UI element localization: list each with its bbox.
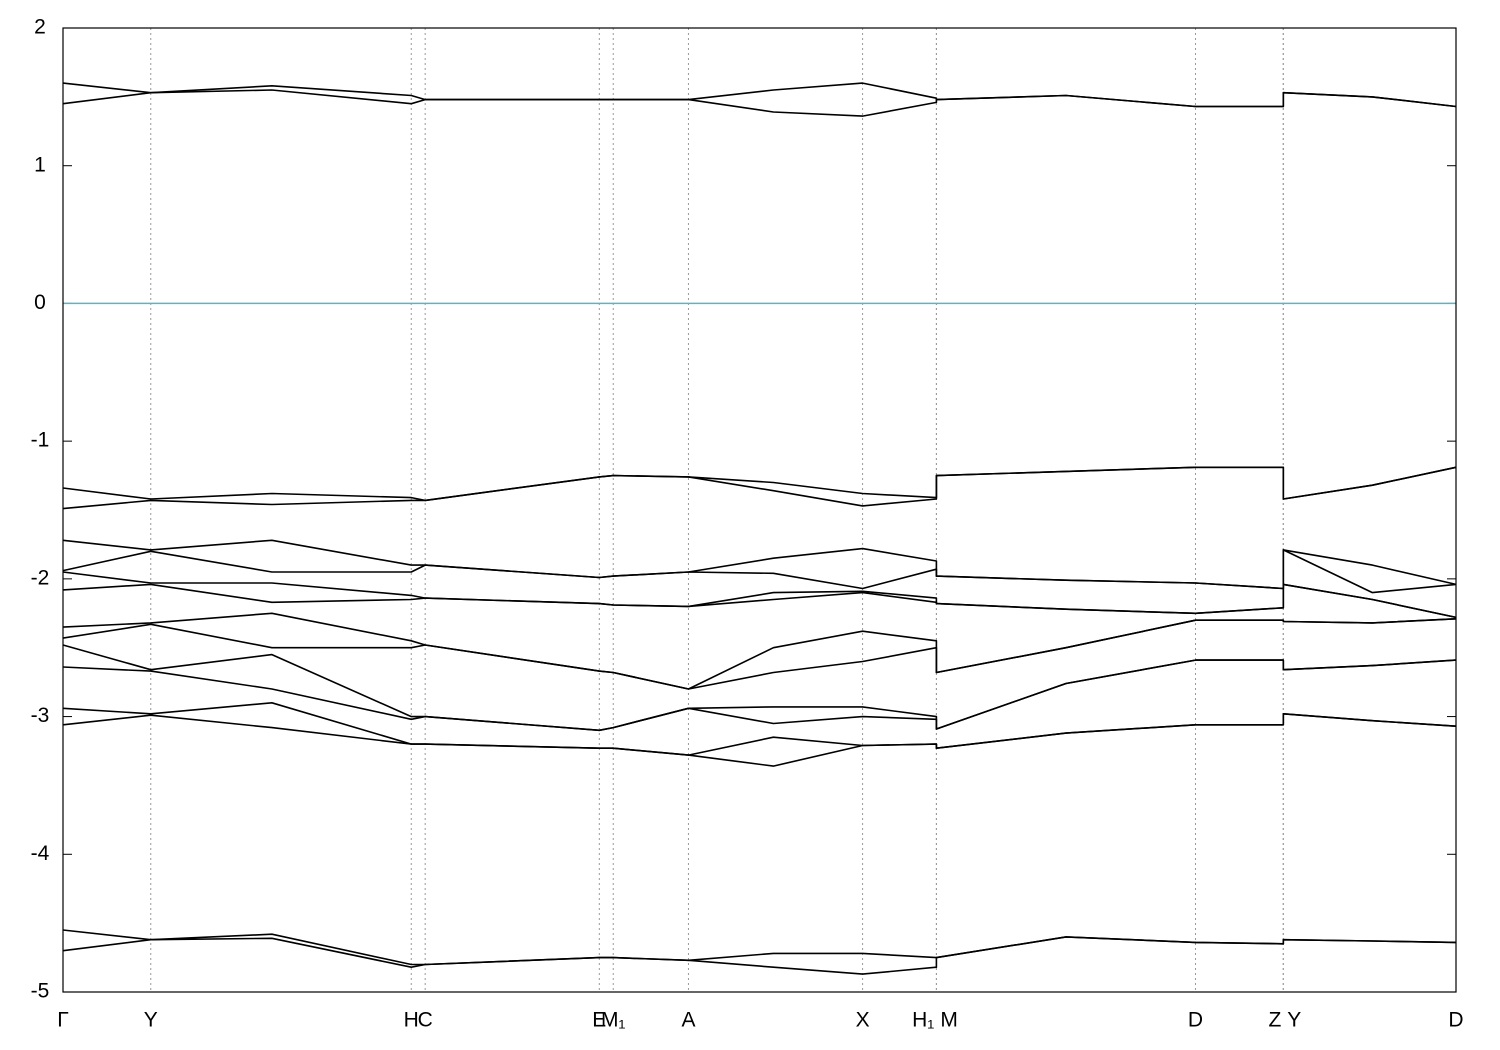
band-line	[62, 644, 1457, 732]
band-line	[62, 583, 1457, 619]
band-line	[62, 612, 1457, 690]
y-tick-label: -2	[31, 566, 50, 589]
x-tick-label: H₁	[912, 1009, 934, 1032]
x-tick-label: M₁	[601, 1009, 626, 1032]
x-tick-label: H	[404, 1009, 419, 1032]
y-tick-label: -4	[31, 842, 50, 865]
band-line	[62, 929, 1457, 966]
band-line	[62, 89, 1457, 117]
y-tick-label: -3	[31, 704, 50, 727]
x-tick-label: D	[1448, 1009, 1463, 1032]
band-line	[62, 549, 1457, 594]
x-tick-label: C	[418, 1009, 433, 1032]
y-tick-label: 2	[34, 16, 46, 39]
x-tick-label: Γ	[57, 1009, 69, 1032]
x-tick-label: A	[681, 1009, 695, 1032]
band-line	[62, 466, 1457, 502]
band-line	[62, 466, 1457, 510]
y-tick-label: -1	[31, 429, 50, 452]
x-tick-label: Z	[1268, 1009, 1281, 1032]
x-tick-label: Y	[144, 1009, 158, 1032]
x-tick-label: X	[856, 1009, 870, 1032]
band-line	[62, 713, 1457, 767]
y-tick-label: 1	[34, 153, 46, 176]
plot-frame	[62, 27, 1457, 993]
x-tick-label: E	[592, 1009, 606, 1032]
band-line	[62, 618, 1457, 690]
band-line	[62, 936, 1457, 975]
y-tick-label: 0	[34, 291, 46, 314]
x-tick-label: Y	[1287, 1009, 1301, 1032]
band-line	[62, 702, 1457, 756]
x-tick-label: D	[1188, 1009, 1203, 1032]
band-line	[62, 539, 1457, 590]
band-line	[62, 82, 1457, 108]
band-line	[62, 659, 1457, 732]
y-tick-label: -5	[31, 980, 50, 1003]
x-tick-label: M	[940, 1009, 958, 1032]
